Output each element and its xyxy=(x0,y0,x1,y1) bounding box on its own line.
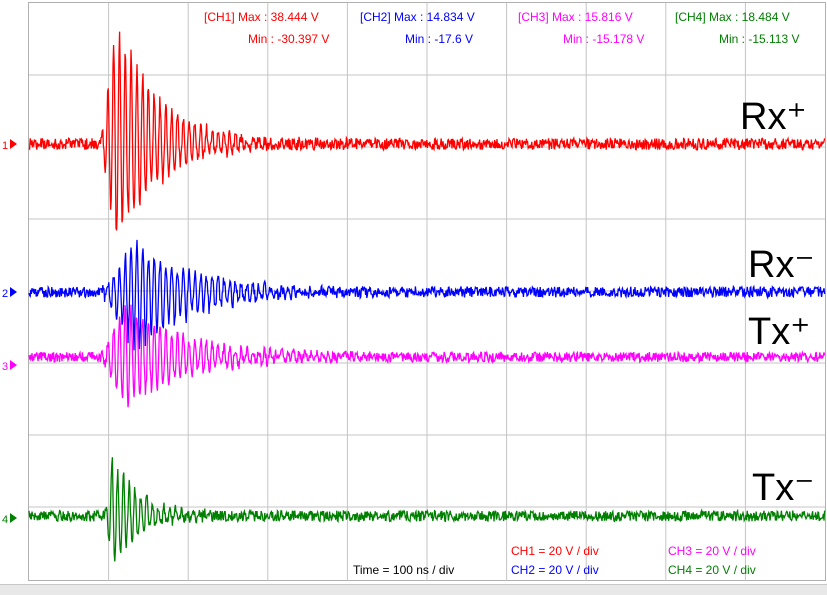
ch4-max-readout: [CH4] Max : 18.484 V xyxy=(675,10,790,24)
ch1-max-readout: [CH1] Max : 38.444 V xyxy=(204,10,319,24)
channel-marker-1-number: 1 xyxy=(2,140,8,152)
ch2-scale-readout: CH2 = 20 V / div xyxy=(511,563,599,577)
channel-marker-2-number: 2 xyxy=(2,288,8,300)
ch3-max-readout: [CH3] Max : 15.816 V xyxy=(518,10,633,24)
scale-settings: Time = 100 ns / div CH1 = 20 V / div CH2… xyxy=(353,544,756,577)
channel-marker-3-number: 3 xyxy=(2,361,8,373)
status-strip xyxy=(0,584,827,595)
waveforms xyxy=(28,31,826,562)
label-rx-minus: Rx⁻ xyxy=(748,244,815,286)
waveform-ch3 xyxy=(28,304,826,408)
channel-markers: 1 2 3 4 xyxy=(2,139,17,526)
channel-marker-3-icon[interactable] xyxy=(10,360,17,370)
measurements: [CH1] Max : 38.444 V Min : -30.397 V [CH… xyxy=(204,10,799,46)
waveform-ch4 xyxy=(28,457,826,562)
label-rx-plus: Rx⁺ xyxy=(740,96,807,138)
ch2-min-readout: Min : -17.6 V xyxy=(405,32,473,46)
ch3-min-readout: Min : -15.178 V xyxy=(563,32,644,46)
label-tx-plus: Tx⁺ xyxy=(748,311,810,353)
time-base-readout: Time = 100 ns / div xyxy=(353,563,454,577)
ch4-scale-readout: CH4 = 20 V / div xyxy=(668,563,756,577)
label-tx-minus: Tx⁻ xyxy=(752,467,814,509)
waveform-ch1 xyxy=(28,31,826,231)
channel-marker-4-number: 4 xyxy=(2,514,8,526)
channel-marker-1-icon[interactable] xyxy=(10,139,17,149)
channel-marker-4-icon[interactable] xyxy=(10,513,17,523)
waveform-ch2 xyxy=(28,239,826,351)
ch2-max-readout: [CH2] Max : 14.834 V xyxy=(360,10,475,24)
ch4-min-readout: Min : -15.113 V xyxy=(719,32,799,46)
ch1-min-readout: Min : -30.397 V xyxy=(248,32,329,46)
ch3-scale-readout: CH3 = 20 V / div xyxy=(668,544,756,558)
channel-marker-2-icon[interactable] xyxy=(10,287,17,297)
ch1-scale-readout: CH1 = 20 V / div xyxy=(511,544,599,558)
